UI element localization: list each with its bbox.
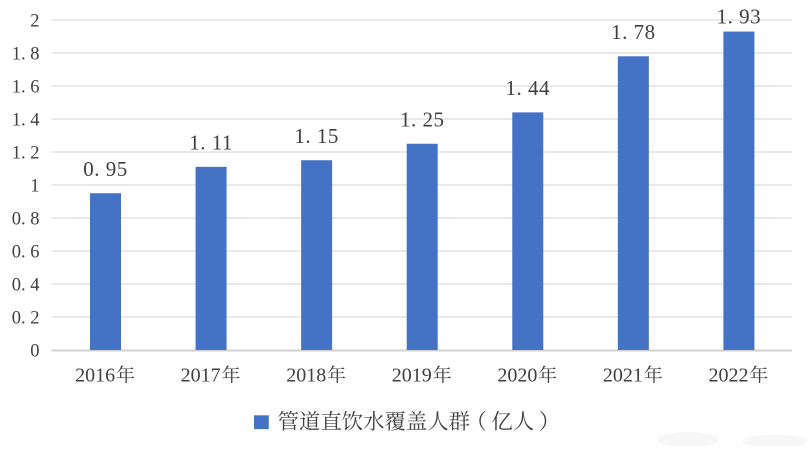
- svg-text:1. 25: 1. 25: [400, 107, 445, 131]
- svg-text:0: 0: [30, 341, 39, 361]
- svg-text:0. 2: 0. 2: [12, 308, 40, 328]
- svg-text:1. 8: 1. 8: [12, 44, 40, 64]
- svg-text:2018: 2018: [286, 365, 326, 387]
- svg-text:0. 95: 0. 95: [83, 157, 128, 181]
- svg-text:2: 2: [30, 11, 39, 31]
- svg-text:2021: 2021: [603, 365, 643, 387]
- svg-text:2020: 2020: [497, 365, 537, 387]
- svg-text:0. 8: 0. 8: [12, 209, 40, 229]
- svg-text:0. 4: 0. 4: [12, 275, 40, 295]
- svg-text:2022: 2022: [709, 365, 749, 387]
- svg-text:1. 4: 1. 4: [12, 110, 40, 130]
- svg-text:1. 93: 1. 93: [717, 5, 762, 29]
- svg-text:2016: 2016: [75, 365, 115, 387]
- svg-text:1. 6: 1. 6: [12, 77, 40, 97]
- svg-text:1. 2: 1. 2: [12, 143, 40, 163]
- svg-text:1. 44: 1. 44: [506, 76, 551, 100]
- svg-text:2017: 2017: [181, 365, 221, 387]
- svg-text:0. 6: 0. 6: [12, 242, 40, 262]
- svg-text:1. 11: 1. 11: [189, 130, 233, 154]
- svg-text:1: 1: [30, 176, 39, 196]
- svg-text:1. 78: 1. 78: [611, 20, 656, 44]
- svg-text:2019: 2019: [392, 365, 432, 387]
- svg-text:1. 15: 1. 15: [294, 124, 339, 148]
